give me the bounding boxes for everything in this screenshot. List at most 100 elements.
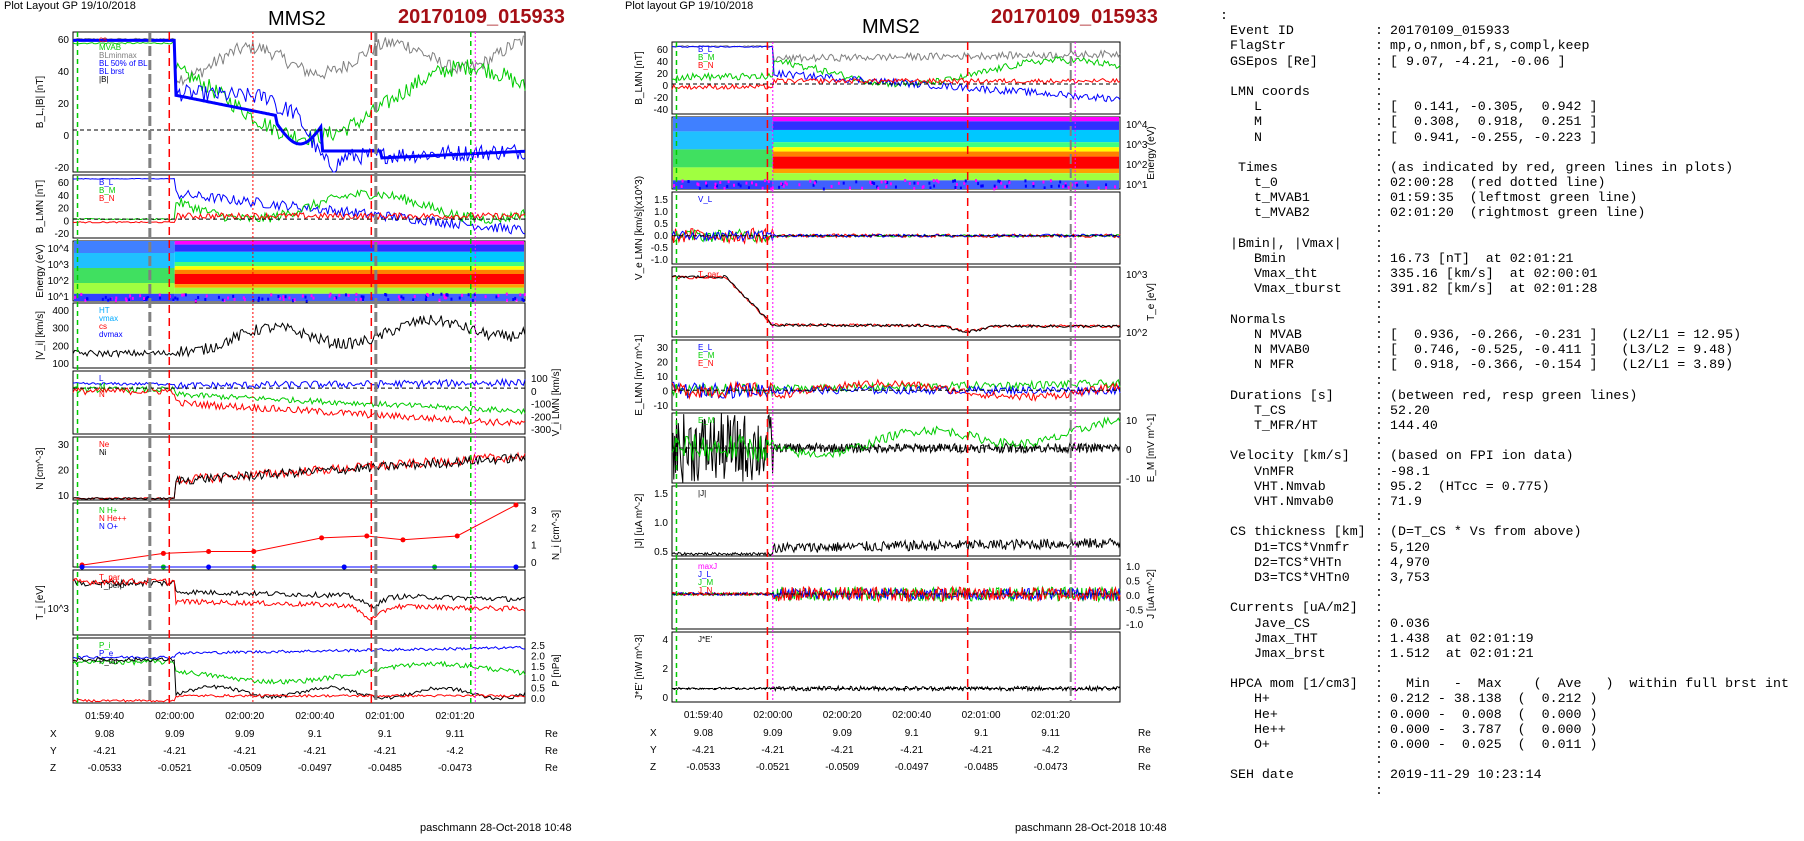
info-colon: : xyxy=(1375,235,1383,251)
legend-entry: B_M xyxy=(99,186,116,195)
y-tick-label: 40 xyxy=(58,191,70,202)
middle-layout-label: Plot layout GP 19/10/2018 xyxy=(625,0,754,12)
series-line xyxy=(72,211,526,224)
spectrogram-speckle xyxy=(400,295,403,299)
legend-entry: B_L xyxy=(698,45,713,54)
info-value: 335.16 [km/s] at 02:00:01 xyxy=(1390,266,1598,282)
info-row: : xyxy=(1220,433,1800,448)
spectrogram-speckle xyxy=(1059,180,1062,184)
x-tick-label: 02:01:00 xyxy=(365,711,404,722)
spectrogram-speckle xyxy=(412,298,415,302)
info-colon: : xyxy=(1375,311,1383,327)
spectrogram-band xyxy=(174,293,524,301)
info-value: 1.512 at 02:01:21 xyxy=(1390,645,1534,661)
spectrogram-speckle xyxy=(402,296,405,300)
position-row-value: -4.21 xyxy=(93,746,116,757)
info-key: Jave_CS xyxy=(1230,615,1310,631)
y-axis-label: T_i [eV] xyxy=(35,585,46,620)
info-value: 20170109_015933 xyxy=(1390,23,1510,39)
info-colon: : xyxy=(1375,585,1383,601)
info-colon: : xyxy=(1375,645,1383,661)
panel-frame xyxy=(72,436,526,501)
info-colon: : xyxy=(1375,159,1383,175)
left-spacecraft-title: MMS2 xyxy=(268,8,326,30)
spectrogram-speckle xyxy=(328,294,331,298)
y-tick-label: 10^3 xyxy=(1126,140,1148,151)
y-tick-label: 20 xyxy=(58,204,70,215)
spectrogram-speckle xyxy=(467,293,470,297)
spectrogram-speckle xyxy=(145,296,148,300)
info-row: HPCA mom [1/cm3]: Min - Max ( Ave ) with… xyxy=(1220,676,1800,691)
spectrogram-speckle xyxy=(1075,181,1078,185)
info-row: Times: (as indicated by red, green lines … xyxy=(1220,160,1800,175)
info-row: VHT.Nmvab0:71.9 xyxy=(1220,494,1800,509)
spectrogram-speckle xyxy=(194,299,197,303)
spectrogram-speckle xyxy=(515,298,518,302)
spectrogram-band xyxy=(74,268,175,283)
spectrogram-speckle xyxy=(310,294,313,298)
info-colon: : xyxy=(1375,509,1383,525)
spectrogram-speckle xyxy=(727,180,730,184)
info-key: H+ xyxy=(1230,691,1270,707)
panel-frame xyxy=(72,370,526,435)
spectrogram-speckle xyxy=(995,185,998,189)
spectrogram-speckle xyxy=(965,185,968,189)
y-tick-label: 0.0 xyxy=(531,694,545,705)
y-tick-label: 10^4 xyxy=(1126,120,1148,131)
position-row-value: -0.0509 xyxy=(228,763,262,774)
spectrogram-speckle xyxy=(184,293,187,297)
spectrogram-speckle xyxy=(1114,185,1117,189)
position-row-value: -0.0497 xyxy=(895,762,929,773)
spectrogram-speckle xyxy=(782,184,785,188)
x-tick-label: 02:00:00 xyxy=(753,710,792,721)
y-axis-label: Energy (eV) xyxy=(35,244,46,297)
info-key: GSEpos [Re] xyxy=(1230,53,1318,69)
info-key: VHT.Nmvab0 xyxy=(1230,494,1334,509)
info-value: 2019-11-29 10:23:14 xyxy=(1390,767,1542,783)
y-axis-label: J [uA m^-2] xyxy=(1146,569,1157,619)
position-row-value: -4.21 xyxy=(831,745,854,756)
legend-entry: J_N xyxy=(698,586,712,595)
info-colon: : xyxy=(1375,539,1383,555)
y-tick-label: 1 xyxy=(531,541,537,552)
info-colon: : xyxy=(1375,418,1383,434)
legend-entry: cs xyxy=(99,35,107,44)
data-point xyxy=(160,550,166,556)
legend-entry: T_perp xyxy=(99,581,125,590)
x-tick-label: 02:00:40 xyxy=(892,710,931,721)
spectrogram-speckle xyxy=(258,296,261,300)
spectrogram-speckle xyxy=(304,295,307,299)
y-tick-label: 60 xyxy=(58,178,70,189)
spectrogram-speckle xyxy=(385,293,388,297)
spectrogram-speckle xyxy=(158,293,161,297)
info-row: Currents [uA/m2]: xyxy=(1220,600,1800,615)
spectrogram-speckle xyxy=(1062,185,1065,189)
spectrogram-band xyxy=(673,149,773,168)
info-value: [ 0.141, -0.305, 0.942 ] xyxy=(1390,99,1598,115)
info-row: He++:0.000 - 3.787 ( 0.000 ) xyxy=(1220,722,1800,737)
info-row: T_CS:52.20 xyxy=(1220,403,1800,418)
info-colon: : xyxy=(1375,737,1383,752)
info-key: D1=TCS*Vnmfr xyxy=(1230,539,1350,555)
x-tick-label: 02:01:20 xyxy=(435,711,474,722)
y-axis-label: B_LMN [nT] xyxy=(634,51,645,105)
spectrogram-speckle xyxy=(84,298,87,302)
info-colon: : xyxy=(1375,205,1383,221)
spectrogram-band xyxy=(673,167,773,181)
spectrogram-speckle xyxy=(952,179,955,183)
spectrogram-speckle xyxy=(932,179,935,183)
panel-frame xyxy=(671,191,1121,265)
spectrogram-speckle xyxy=(809,179,812,183)
spectrogram-speckle xyxy=(440,292,443,296)
info-row: VnMFR: -98.1 xyxy=(1220,464,1800,479)
spectrogram-speckle xyxy=(778,185,781,189)
spectrogram-speckle xyxy=(745,181,748,185)
left-footer: paschmann 28-Oct-2018 10:48 xyxy=(420,822,572,834)
position-row-axis: X xyxy=(50,729,57,740)
series-line xyxy=(73,645,526,660)
info-row: |Bmin|, |Vmax|: xyxy=(1220,236,1800,251)
event-info-panel: : Event ID:20170109_015933 FlagStr: mp,o,n… xyxy=(1220,8,1800,798)
spectrogram-speckle xyxy=(937,180,940,184)
spectrogram-speckle xyxy=(750,181,753,185)
info-colon: : xyxy=(1375,494,1383,509)
